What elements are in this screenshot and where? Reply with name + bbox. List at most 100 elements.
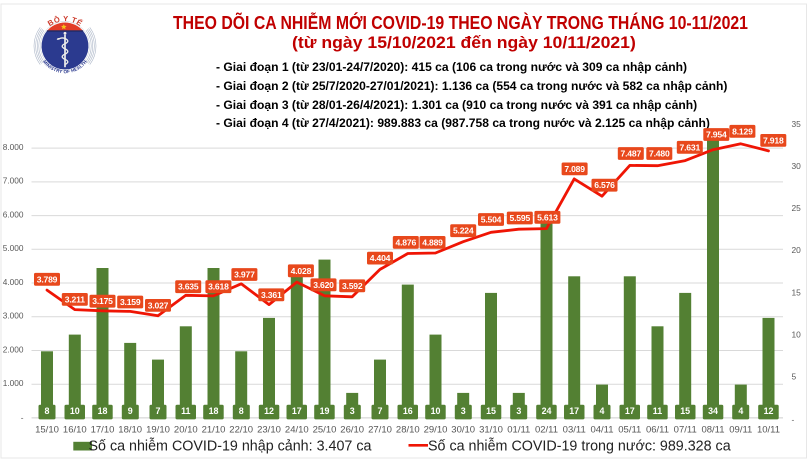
- svg-text:1.000: 1.000: [3, 378, 24, 388]
- svg-text:02/11: 02/11: [535, 425, 558, 436]
- svg-text:23/10: 23/10: [257, 425, 281, 436]
- svg-text:8.129: 8.129: [732, 126, 753, 136]
- svg-text:4.000: 4.000: [3, 277, 24, 287]
- svg-text:12: 12: [264, 406, 274, 416]
- svg-text:20: 20: [792, 245, 802, 255]
- svg-text:6.000: 6.000: [3, 209, 24, 219]
- svg-text:29/10: 29/10: [424, 425, 448, 436]
- svg-text:30/10: 30/10: [451, 425, 475, 436]
- svg-text:3.789: 3.789: [37, 274, 58, 284]
- svg-text:7.089: 7.089: [564, 164, 585, 174]
- svg-text:16: 16: [403, 406, 413, 416]
- svg-text:17/10: 17/10: [91, 425, 115, 436]
- svg-text:7.000: 7.000: [3, 176, 24, 186]
- svg-text:3.618: 3.618: [208, 282, 229, 292]
- svg-text:17: 17: [569, 406, 579, 416]
- svg-text:4: 4: [738, 406, 743, 416]
- svg-text:7.954: 7.954: [706, 130, 727, 140]
- svg-text:30: 30: [792, 161, 802, 171]
- svg-text:10/11: 10/11: [757, 425, 780, 436]
- svg-text:26/10: 26/10: [340, 425, 364, 436]
- svg-text:19/10: 19/10: [146, 425, 170, 436]
- svg-text:12: 12: [764, 406, 774, 416]
- svg-text:3.211: 3.211: [65, 294, 85, 304]
- svg-text:11: 11: [653, 406, 662, 416]
- svg-text:3: 3: [516, 406, 521, 416]
- svg-text:8: 8: [45, 406, 50, 416]
- svg-text:35: 35: [792, 119, 802, 129]
- svg-text:11: 11: [181, 406, 190, 416]
- svg-text:5: 5: [792, 372, 797, 382]
- svg-text:28/10: 28/10: [396, 425, 420, 436]
- svg-text:20/10: 20/10: [174, 425, 198, 436]
- svg-text:3.620: 3.620: [313, 280, 334, 290]
- svg-text:7.480: 7.480: [649, 149, 670, 159]
- svg-text:4.028: 4.028: [291, 266, 312, 276]
- svg-text:3.175: 3.175: [92, 296, 113, 306]
- svg-text:07/11: 07/11: [674, 425, 697, 436]
- svg-text:8.000: 8.000: [3, 142, 24, 152]
- svg-text:03/11: 03/11: [563, 425, 586, 436]
- svg-text:25/10: 25/10: [313, 425, 337, 436]
- svg-text:5.595: 5.595: [510, 213, 531, 223]
- svg-text:7.918: 7.918: [763, 135, 784, 145]
- svg-text:17: 17: [292, 406, 302, 416]
- svg-text:2.000: 2.000: [3, 344, 24, 354]
- svg-text:4.889: 4.889: [422, 237, 443, 247]
- svg-text:4.404: 4.404: [370, 253, 391, 263]
- svg-text:22/10: 22/10: [229, 425, 253, 436]
- svg-text:15: 15: [486, 406, 496, 416]
- svg-text:-: -: [792, 415, 795, 425]
- svg-text:05/11: 05/11: [618, 425, 641, 436]
- svg-text:7: 7: [156, 406, 161, 416]
- svg-text:18/10: 18/10: [118, 425, 142, 436]
- svg-text:25: 25: [792, 203, 802, 213]
- svg-text:4.876: 4.876: [396, 237, 417, 247]
- svg-text:4: 4: [600, 406, 605, 416]
- svg-text:17: 17: [625, 406, 635, 416]
- svg-text:15/10: 15/10: [35, 425, 59, 436]
- svg-text:7.487: 7.487: [621, 149, 642, 159]
- svg-text:04/11: 04/11: [590, 425, 613, 436]
- svg-text:24: 24: [542, 406, 552, 416]
- svg-text:9: 9: [128, 406, 133, 416]
- svg-text:15: 15: [680, 406, 690, 416]
- svg-text:7.631: 7.631: [680, 142, 701, 152]
- svg-text:19: 19: [320, 406, 330, 416]
- svg-text:-: -: [21, 412, 24, 422]
- svg-text:3: 3: [350, 406, 355, 416]
- svg-text:31/10: 31/10: [479, 425, 503, 436]
- svg-text:15: 15: [792, 287, 802, 297]
- svg-text:5.224: 5.224: [453, 226, 474, 236]
- svg-text:34: 34: [708, 406, 718, 416]
- svg-text:24/10: 24/10: [285, 425, 309, 436]
- svg-text:Số ca nhiễm COVID-19 trong nướ: Số ca nhiễm COVID-19 trong nước: 989.328…: [428, 438, 731, 455]
- svg-text:5.504: 5.504: [481, 215, 502, 225]
- svg-text:6.576: 6.576: [594, 180, 615, 190]
- svg-text:08/11: 08/11: [701, 425, 724, 436]
- svg-text:3.361: 3.361: [261, 290, 282, 300]
- svg-text:3.977: 3.977: [234, 270, 255, 280]
- svg-text:18: 18: [209, 406, 219, 416]
- svg-text:Số ca nhiễm COVID-19 nhập cảnh: Số ca nhiễm COVID-19 nhập cảnh: 3.407 ca: [89, 438, 372, 455]
- svg-text:01/11: 01/11: [507, 425, 530, 436]
- svg-text:3.592: 3.592: [342, 281, 363, 291]
- svg-text:3.159: 3.159: [120, 297, 141, 307]
- svg-text:7: 7: [378, 406, 383, 416]
- svg-text:3.027: 3.027: [148, 300, 169, 310]
- svg-text:16/10: 16/10: [63, 425, 87, 436]
- svg-text:3.635: 3.635: [178, 282, 199, 292]
- svg-text:21/10: 21/10: [202, 425, 226, 436]
- svg-text:10: 10: [70, 406, 80, 416]
- svg-text:09/11: 09/11: [729, 425, 752, 436]
- svg-text:10: 10: [431, 406, 441, 416]
- svg-text:8: 8: [239, 406, 244, 416]
- svg-text:5.000: 5.000: [3, 243, 24, 253]
- svg-text:10: 10: [792, 330, 802, 340]
- svg-text:3: 3: [461, 406, 466, 416]
- svg-text:5.613: 5.613: [537, 212, 558, 222]
- svg-text:3.000: 3.000: [3, 311, 24, 321]
- svg-text:06/11: 06/11: [646, 425, 669, 436]
- svg-text:27/10: 27/10: [368, 425, 392, 436]
- svg-text:18: 18: [98, 406, 108, 416]
